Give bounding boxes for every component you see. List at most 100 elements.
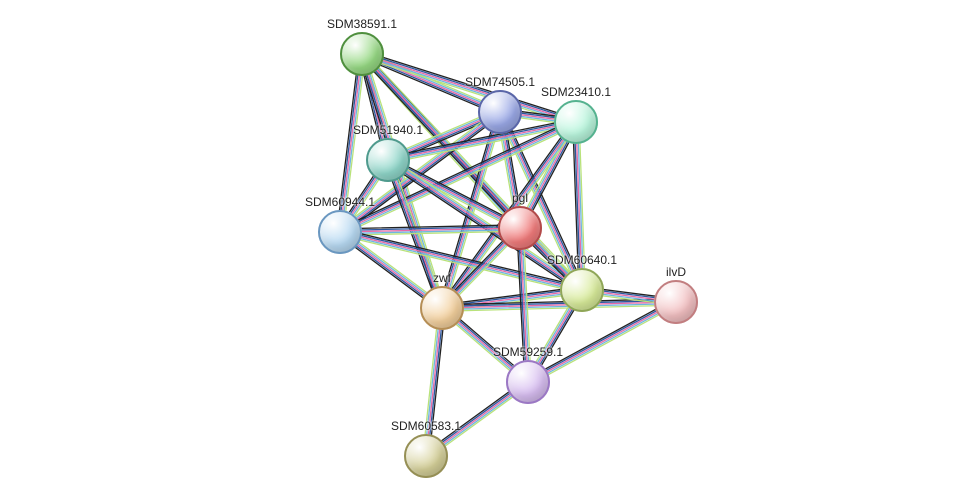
node-label-sdm74505: SDM74505.1	[465, 75, 535, 89]
node-label-sdm60583: SDM60583.1	[391, 419, 461, 433]
edge	[388, 120, 576, 158]
edge	[390, 157, 584, 287]
edge	[362, 54, 442, 308]
edge	[442, 112, 500, 308]
edge	[528, 302, 676, 382]
node-sdm38591[interactable]	[340, 32, 384, 76]
network-canvas: SDM38591.1SDM74505.1SDM23410.1SDM51940.1…	[0, 0, 975, 504]
edge	[578, 122, 584, 290]
edge	[365, 53, 445, 307]
edge	[388, 124, 576, 162]
edge	[517, 228, 525, 382]
node-outline	[340, 32, 384, 76]
edge	[574, 122, 580, 290]
edge	[340, 232, 582, 290]
node-ilvd[interactable]	[654, 280, 698, 324]
edge	[386, 163, 580, 293]
edge	[390, 159, 444, 307]
node-label-sdm38591: SDM38591.1	[327, 17, 397, 31]
edge	[340, 54, 362, 232]
edge	[339, 235, 581, 293]
node-zwf[interactable]	[420, 286, 464, 330]
edge	[444, 112, 502, 308]
node-outline	[554, 100, 598, 144]
edge	[338, 109, 498, 229]
edge	[388, 122, 576, 160]
edge	[442, 305, 676, 311]
node-outline	[498, 206, 542, 250]
edge	[445, 113, 503, 309]
edge	[341, 113, 501, 233]
node-outline	[420, 286, 464, 330]
edge	[341, 229, 583, 287]
edge	[340, 228, 520, 232]
edge	[529, 303, 677, 383]
edge	[527, 301, 675, 381]
edge	[439, 111, 497, 307]
edge	[573, 122, 579, 290]
node-label-sdm59259: SDM59259.1	[493, 345, 563, 359]
edge	[518, 228, 526, 382]
node-outline	[318, 210, 362, 254]
edge	[442, 304, 676, 310]
edge	[340, 112, 500, 232]
node-outline	[478, 90, 522, 134]
node-sdm59259[interactable]	[506, 360, 550, 404]
node-label-sdm60640: SDM60640.1	[547, 253, 617, 267]
node-sdm23410[interactable]	[554, 100, 598, 144]
edge	[389, 159, 583, 289]
edge	[361, 57, 575, 125]
edge	[391, 159, 445, 307]
node-pgl[interactable]	[498, 206, 542, 250]
edge-layer	[0, 0, 975, 504]
edge	[442, 299, 676, 305]
node-outline	[506, 360, 550, 404]
node-label-zwf: zwf	[433, 271, 451, 285]
edge	[442, 300, 676, 306]
edge	[523, 228, 531, 382]
edge	[389, 125, 577, 163]
node-sdm60640[interactable]	[560, 268, 604, 312]
edge	[338, 54, 360, 232]
edge	[362, 56, 576, 124]
node-outline	[366, 138, 410, 182]
edge	[526, 299, 674, 379]
edge	[340, 230, 520, 234]
node-sdm51940[interactable]	[366, 138, 410, 182]
edge	[385, 161, 439, 309]
edge	[360, 54, 440, 308]
node-outline	[560, 268, 604, 312]
edge	[442, 302, 676, 308]
edge	[522, 228, 530, 382]
edge	[340, 230, 582, 288]
edge	[340, 225, 520, 229]
edge	[364, 54, 444, 308]
edge	[576, 122, 582, 290]
edge	[387, 161, 581, 291]
node-label-sdm51940: SDM51940.1	[353, 123, 423, 137]
edge	[388, 160, 442, 308]
edge	[440, 112, 498, 308]
node-sdm60944[interactable]	[318, 210, 362, 254]
edge	[340, 234, 582, 292]
edge	[340, 226, 520, 230]
node-sdm60583[interactable]	[404, 434, 448, 478]
edge	[362, 52, 576, 120]
node-label-ilvd: ilvD	[666, 265, 686, 279]
edge	[339, 111, 499, 231]
node-label-sdm60944: SDM60944.1	[305, 195, 375, 209]
node-sdm74505[interactable]	[478, 90, 522, 134]
node-outline	[654, 280, 698, 324]
edge	[362, 54, 576, 122]
node-outline	[404, 434, 448, 478]
edge	[337, 54, 359, 232]
edge	[343, 54, 365, 232]
edge	[388, 160, 582, 290]
edge	[579, 122, 585, 290]
edge	[363, 51, 577, 119]
edge	[520, 228, 528, 382]
node-label-pgl: pgl	[512, 191, 528, 205]
edge	[340, 231, 520, 235]
edge	[342, 54, 364, 232]
edge	[530, 305, 678, 385]
